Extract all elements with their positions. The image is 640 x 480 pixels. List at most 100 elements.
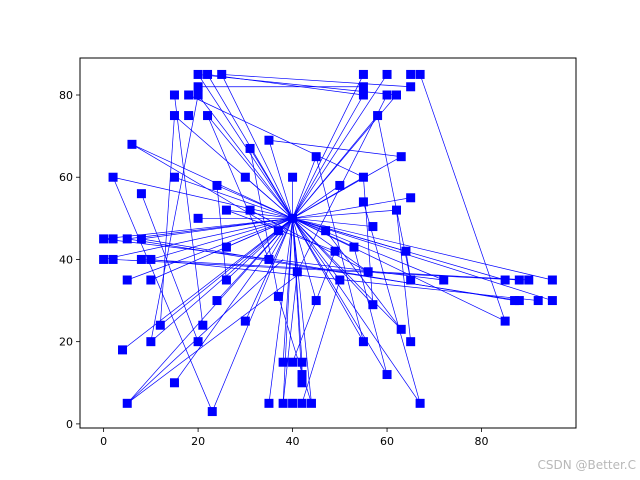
data-point: [311, 152, 321, 162]
data-point: [288, 172, 298, 182]
y-tick-label: 60: [59, 171, 73, 184]
y-tick-label: 40: [59, 253, 73, 266]
connection-line: [211, 218, 293, 412]
data-point: [382, 90, 392, 100]
data-point: [547, 275, 557, 285]
connection-line: [131, 144, 279, 231]
data-point: [240, 172, 250, 182]
connection-line: [150, 218, 293, 342]
connection-line: [292, 218, 421, 404]
x-tick-label: 40: [286, 435, 300, 448]
connection-line: [127, 218, 293, 281]
data-point: [127, 139, 137, 149]
connection-line: [174, 218, 293, 383]
connection-line: [363, 201, 421, 404]
data-point: [358, 90, 368, 100]
connection-line: [103, 217, 293, 240]
data-point: [406, 193, 416, 203]
connection-line: [150, 94, 199, 342]
connection-line: [127, 271, 303, 404]
data-point: [273, 226, 283, 236]
data-point: [245, 205, 255, 215]
connection-line: [292, 218, 317, 301]
data-point: [169, 172, 179, 182]
data-points: [99, 69, 557, 417]
data-point: [288, 398, 298, 408]
connection-line: [249, 148, 279, 297]
data-point: [292, 267, 302, 277]
connection-line: [197, 74, 293, 219]
data-point: [396, 324, 406, 334]
connection-line: [188, 94, 364, 178]
connection-line: [216, 185, 227, 281]
data-point: [514, 275, 524, 285]
x-tick-label: 20: [191, 435, 205, 448]
connection-line: [292, 209, 397, 219]
data-point: [358, 197, 368, 207]
connection-line: [292, 218, 402, 330]
data-point: [169, 111, 179, 121]
data-point: [363, 267, 373, 277]
data-point: [321, 226, 331, 236]
data-point: [118, 345, 128, 355]
connection-line: [131, 144, 293, 219]
data-point: [136, 189, 146, 199]
data-point: [108, 234, 118, 244]
data-point: [297, 370, 307, 380]
data-point: [297, 398, 307, 408]
data-point: [406, 275, 416, 285]
data-point: [264, 254, 274, 264]
connection-line: [292, 218, 364, 342]
y-tick-label: 80: [59, 89, 73, 102]
connection-line: [216, 185, 293, 219]
data-point: [391, 205, 401, 215]
data-point: [330, 246, 340, 256]
data-point: [533, 296, 543, 306]
data-point: [136, 254, 146, 264]
connection-line: [396, 210, 412, 342]
data-point: [382, 69, 392, 79]
connection-line: [282, 218, 293, 404]
connection-line: [301, 279, 341, 404]
data-point: [193, 69, 203, 79]
connection-line: [174, 94, 204, 326]
data-point: [212, 296, 222, 306]
connection-lines: [103, 74, 553, 412]
data-point: [368, 222, 378, 232]
connection-line: [141, 193, 199, 342]
connection-line: [292, 217, 553, 301]
x-axis-ticks: 0 20 40 60 80: [100, 428, 489, 448]
connection-line: [419, 74, 506, 322]
connection-line: [221, 74, 411, 88]
data-point: [184, 111, 194, 121]
data-point: [212, 180, 222, 190]
connection-line: [292, 74, 388, 219]
connection-line: [292, 218, 388, 375]
data-point: [221, 242, 231, 252]
connection-line: [197, 94, 293, 219]
data-point: [524, 275, 534, 285]
connection-line: [292, 115, 378, 219]
data-point: [146, 275, 156, 285]
data-point: [510, 296, 520, 306]
connection-line: [226, 209, 293, 219]
y-axis-ticks: 0 20 40 60 80: [59, 89, 80, 431]
hub-point: [288, 213, 298, 223]
data-point: [297, 378, 307, 388]
data-point: [193, 337, 203, 347]
connection-line: [127, 238, 520, 301]
data-point: [288, 357, 298, 367]
connection-line: [112, 177, 213, 412]
data-point: [396, 152, 406, 162]
watermark: CSDN @Better.C: [537, 458, 636, 472]
data-point: [297, 357, 307, 367]
connection-line: [249, 148, 293, 219]
connection-line: [126, 218, 293, 404]
y-tick-label: 20: [59, 336, 73, 349]
data-point: [108, 172, 118, 182]
connection-line: [292, 218, 312, 404]
data-point: [406, 82, 416, 92]
connection-line: [268, 139, 402, 158]
